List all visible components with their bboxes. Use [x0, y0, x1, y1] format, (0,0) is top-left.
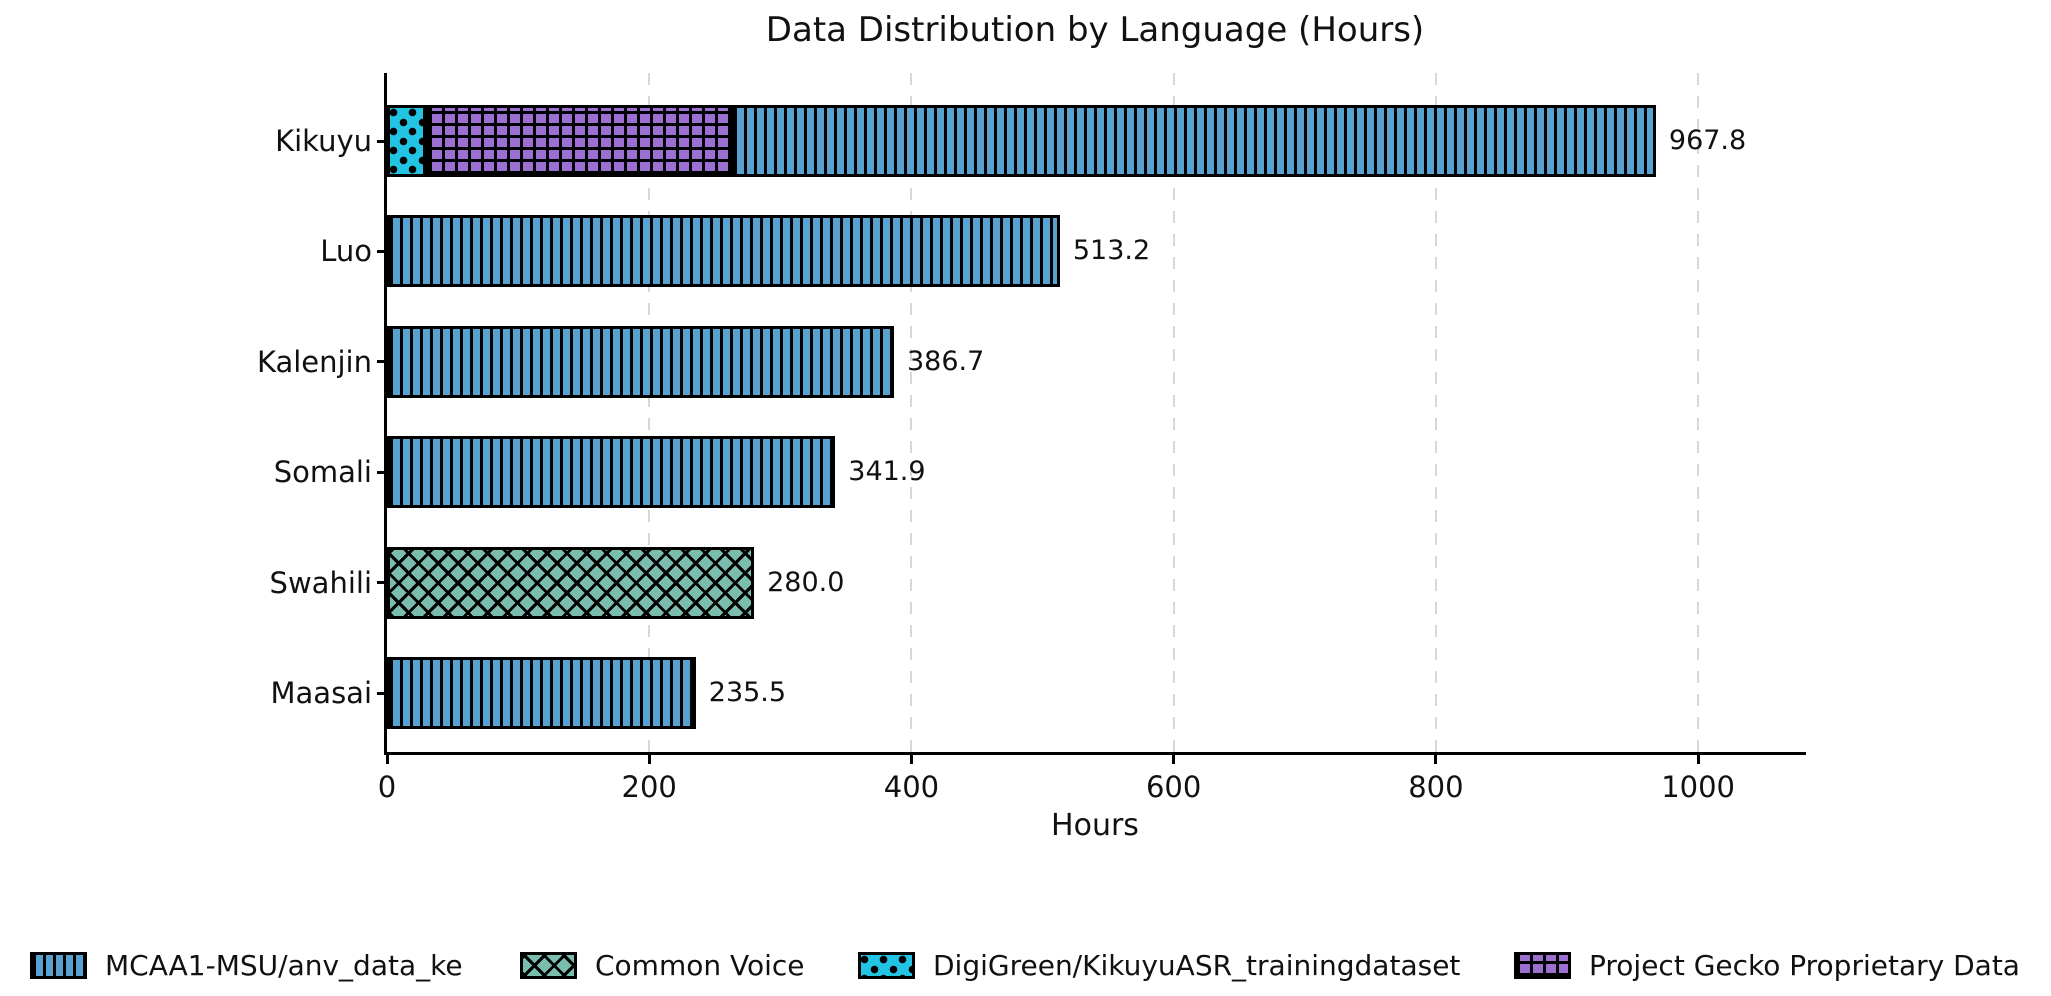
bar-segment [387, 105, 427, 177]
legend-swatch-icon [520, 951, 577, 979]
x-tick-label: 400 [883, 770, 940, 804]
x-tick-label: 0 [377, 770, 397, 804]
x-tick-mark [385, 752, 389, 764]
bar-segment [387, 546, 755, 619]
bar-value-label: 235.5 [708, 677, 787, 708]
x-gridline [1172, 73, 1175, 752]
bar-segment [387, 436, 836, 509]
legend-label: Common Voice [595, 948, 805, 982]
y-tick-label: Kikuyu [275, 124, 372, 158]
legend-entry: MCAA1-MSU/anv_data_ke [30, 946, 463, 984]
bar-row-somali [387, 436, 1803, 509]
x-axis-spine [384, 752, 1806, 755]
bar-segment [387, 215, 1060, 288]
y-axis-spine [384, 73, 387, 755]
x-gridline [648, 73, 651, 752]
bar-row-kalenjin [387, 325, 1803, 398]
legend-swatch-icon [1514, 951, 1571, 979]
bar-row-maasai [387, 657, 1803, 729]
bar-value-label: 967.8 [1668, 125, 1747, 156]
x-axis-label: Hours [1051, 808, 1139, 843]
y-tick-label: Somali [273, 455, 372, 490]
x-tick-label: 800 [1408, 770, 1464, 804]
y-tick-mark [377, 139, 387, 143]
x-tick-mark [909, 752, 913, 764]
legend-entry: Common Voice [520, 946, 805, 984]
bar-segment [387, 325, 894, 398]
y-tick-mark [377, 581, 387, 585]
x-gridline [910, 73, 913, 752]
legend-label: Project Gecko Proprietary Data [1589, 948, 2020, 982]
legend-label: MCAA1-MSU/anv_data_ke [105, 948, 463, 982]
y-tick-mark [377, 470, 387, 474]
legend-swatch-icon [858, 951, 915, 979]
bar-row-luo [387, 215, 1803, 288]
legend-swatch-icon [30, 951, 87, 979]
bar-segment [426, 105, 731, 177]
y-tick-mark [377, 360, 387, 364]
x-tick-label: 600 [1145, 770, 1202, 804]
bar-value-label: 386.7 [907, 345, 985, 377]
legend-label: DigiGreen/KikuyuASR_trainingdataset [933, 948, 1461, 982]
bar-row-kikuyu [387, 105, 1803, 177]
bar-value-label: 341.9 [848, 456, 926, 488]
x-tick-label: 200 [621, 770, 677, 804]
y-tick-mark [377, 691, 387, 695]
y-tick-label: Maasai [270, 676, 373, 710]
y-tick-label: Kalenjin [256, 344, 372, 379]
bar-value-label: 513.2 [1072, 235, 1151, 267]
x-tick-label: 1000 [1661, 770, 1736, 804]
bar-value-label: 280.0 [767, 566, 845, 598]
legend-entry: DigiGreen/KikuyuASR_trainingdataset [858, 946, 1460, 984]
legend-entry: Project Gecko Proprietary Data [1514, 946, 2020, 984]
y-tick-mark [377, 249, 387, 253]
x-tick-mark [1172, 752, 1176, 764]
x-tick-mark [1434, 752, 1438, 764]
x-gridline [1697, 73, 1700, 752]
bar-segment [387, 657, 696, 729]
y-tick-label: Luo [320, 234, 372, 269]
bar-row-swahili [387, 546, 1803, 619]
x-tick-mark [1696, 752, 1700, 764]
x-tick-mark [647, 752, 651, 764]
x-gridline [1434, 73, 1437, 752]
bar-segment [730, 105, 1656, 177]
y-tick-label: Swahili [269, 565, 372, 600]
chart-title: Data Distribution by Language (Hours) [765, 10, 1425, 50]
